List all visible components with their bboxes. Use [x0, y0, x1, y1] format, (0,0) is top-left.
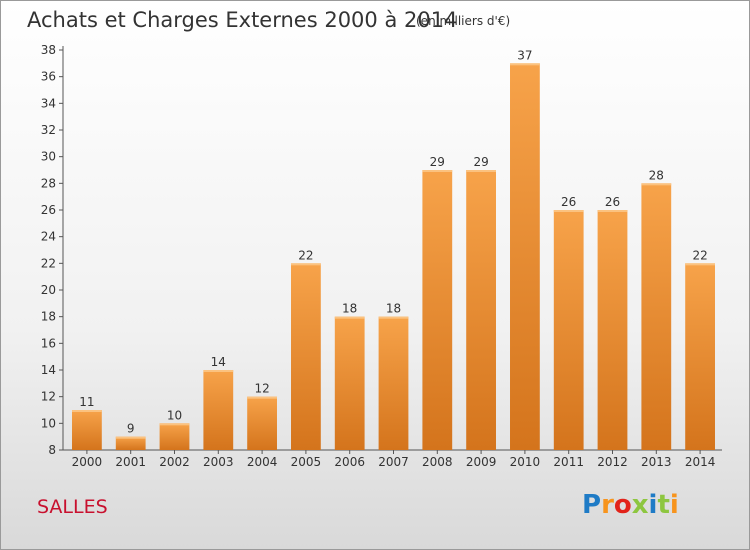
- x-tick-label: 2006: [334, 455, 365, 469]
- logo-letter: P: [582, 490, 602, 520]
- bars: [72, 63, 715, 451]
- x-tick-label: 2002: [159, 455, 190, 469]
- y-tick-label: 24: [41, 230, 56, 244]
- y-tick-label: 22: [41, 256, 56, 270]
- y-tick-label: 38: [41, 43, 56, 57]
- data-label: 9: [127, 422, 135, 436]
- y-tick-label: 10: [41, 416, 56, 430]
- commune-name: SALLES: [37, 496, 108, 518]
- bar: [291, 263, 321, 450]
- x-tick-label: 2004: [247, 455, 278, 469]
- y-tick-label: 34: [41, 96, 56, 110]
- data-label: 18: [342, 302, 357, 316]
- bar: [115, 436, 146, 450]
- y-tick-label: 36: [41, 70, 56, 84]
- bar-top-edge: [641, 183, 672, 186]
- bar-top-edge: [247, 396, 277, 399]
- data-label: 29: [473, 155, 488, 169]
- bar: [685, 263, 715, 450]
- bar-top-edge: [685, 263, 715, 266]
- y-tick-label: 20: [41, 283, 56, 297]
- y-tick-label: 12: [41, 390, 56, 404]
- bar: [159, 423, 190, 450]
- bar: [247, 396, 277, 450]
- data-label: 26: [605, 195, 620, 209]
- data-label: 22: [298, 248, 313, 262]
- value-labels: 11 9 10 14 12 22 18 18 29 29 37 26 26 28 22: [79, 48, 707, 435]
- bar-top-edge: [553, 210, 584, 212]
- bar: [203, 370, 234, 450]
- x-tick-label: 2008: [422, 455, 453, 469]
- bar-top-edge: [291, 263, 321, 266]
- x-tick-label: 2005: [291, 455, 322, 469]
- x-tick-label: 2007: [378, 455, 409, 469]
- x-tick-label: 2003: [203, 455, 234, 469]
- bar-top-edge: [203, 370, 234, 372]
- data-label: 28: [649, 168, 664, 182]
- bar-top-edge: [466, 170, 496, 172]
- y-tick-label: 30: [41, 150, 56, 164]
- bar-top-edge: [334, 316, 365, 319]
- bar-top-edge: [597, 210, 628, 212]
- x-tick-label: 2001: [115, 455, 146, 469]
- x-tick-label: 2009: [466, 455, 497, 469]
- data-label: 12: [254, 382, 269, 396]
- data-label: 11: [79, 395, 94, 409]
- y-tick-label: 14: [41, 363, 56, 377]
- chart-title: Achats et Charges Externes 2000 à 2014: [27, 8, 458, 32]
- x-tick-label: 2011: [553, 455, 584, 469]
- y-tick-label: 18: [41, 310, 56, 324]
- y-tick-label: 16: [41, 336, 56, 350]
- data-label: 29: [430, 155, 445, 169]
- data-label: 26: [561, 195, 576, 209]
- bar-top-edge: [72, 410, 102, 412]
- bar-top-edge: [378, 316, 409, 319]
- data-label: 14: [211, 355, 226, 369]
- y-axis-ticks: 8 10 12 14 16 18 20 22 24 26 28 30 32 34 36 38: [41, 43, 63, 457]
- logo-letter: i: [648, 490, 658, 520]
- y-tick-label: 32: [41, 123, 56, 137]
- proxiti-logo: Proxiti: [582, 490, 679, 520]
- bar: [334, 316, 365, 450]
- logo-letter: x: [631, 490, 649, 520]
- bar: [510, 63, 540, 450]
- logo-letter: r: [601, 490, 614, 520]
- data-label: 37: [517, 48, 532, 62]
- bar: [378, 316, 409, 450]
- x-axis-ticks: 2000 2001 2002 2003 2004 2005 2006 2007 2008 2009…: [72, 450, 716, 469]
- x-tick-label: 2014: [685, 455, 716, 469]
- logo-letter: t: [657, 490, 670, 520]
- x-tick-label: 2013: [641, 455, 672, 469]
- x-tick-label: 2010: [510, 455, 541, 469]
- logo-letter: i: [669, 490, 679, 520]
- y-tick-label: 26: [41, 203, 56, 217]
- y-tick-label: 28: [41, 176, 56, 190]
- data-label: 10: [167, 408, 182, 422]
- chart-unit: (en milliers d'€): [416, 14, 511, 28]
- bar: [553, 210, 584, 450]
- x-tick-label: 2012: [597, 455, 628, 469]
- bar: [422, 170, 453, 450]
- bar: [641, 183, 672, 451]
- bar-top-edge: [115, 436, 146, 439]
- data-label: 22: [692, 248, 707, 262]
- bar-top-edge: [422, 170, 453, 172]
- data-label: 18: [386, 302, 401, 316]
- bar: [597, 210, 628, 450]
- logo-letter: o: [613, 490, 632, 520]
- x-tick-label: 2000: [72, 455, 103, 469]
- bar: [466, 170, 496, 450]
- bar-top-edge: [159, 423, 190, 426]
- bar: [72, 410, 102, 450]
- bar-top-edge: [510, 63, 540, 66]
- y-tick-label: 8: [48, 443, 56, 457]
